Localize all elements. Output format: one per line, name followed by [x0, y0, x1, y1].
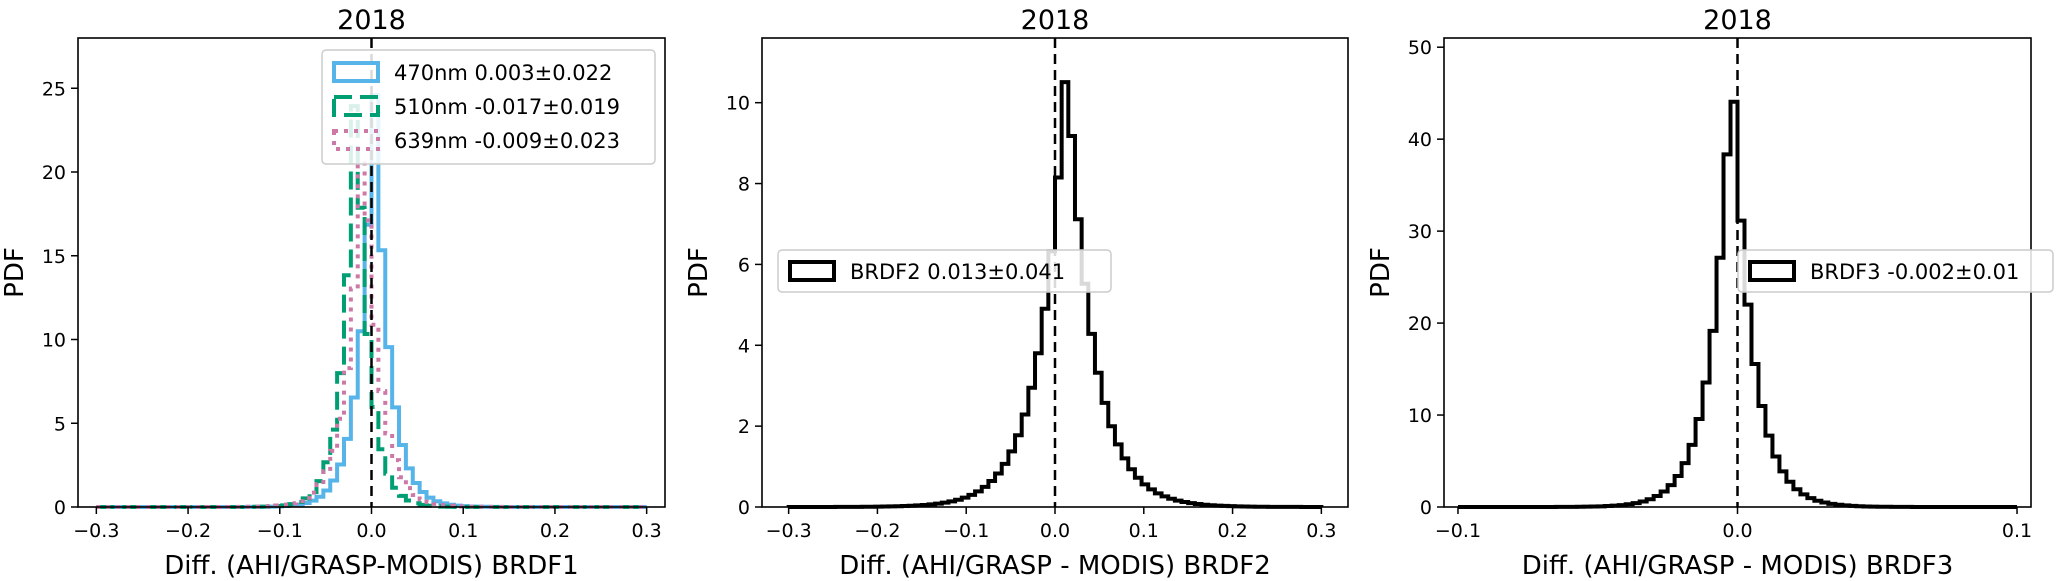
- legend-handle: [332, 129, 380, 151]
- legend-handle: [1748, 260, 1796, 282]
- legend-label: 510nm -0.017±0.019: [394, 95, 620, 119]
- x-tick-label: −0.2: [165, 520, 211, 542]
- y-tick-label: 20: [1408, 313, 1432, 335]
- x-tick-label: −0.3: [766, 520, 812, 542]
- legend-label: BRDF2 0.013±0.041: [850, 260, 1065, 284]
- y-tick-label: 0: [54, 497, 66, 519]
- chart-panel-2: −0.3 −0.2 −0.1 0.0 0.1 0.2 0.3 0 2 4 6 8 10 2018 Diff.…: [684, 5, 1349, 581]
- y-tick-label: 15: [42, 246, 66, 268]
- y-axis-label: PDF: [1366, 247, 1396, 298]
- x-axis-label: Diff. (AHI/GRASP-MODIS) BRDF1: [164, 551, 578, 581]
- x-tick-label: −0.1: [943, 520, 989, 542]
- x-tick-label: 0.0: [356, 520, 386, 542]
- y-tick-label: 0: [738, 497, 750, 519]
- legend-label: 639nm -0.009±0.023: [394, 129, 620, 153]
- y-axis-label: PDF: [684, 247, 714, 298]
- y-tick-label: 2: [738, 416, 750, 438]
- legend-handle: [332, 61, 380, 83]
- legend-handle: [332, 95, 380, 117]
- y-tick-label: 20: [42, 162, 66, 184]
- y-tick-label: 4: [738, 335, 750, 357]
- legend-label: 470nm 0.003±0.022: [394, 61, 612, 85]
- x-tick-label: 0.1: [448, 520, 478, 542]
- x-tick-label: −0.3: [73, 520, 119, 542]
- chart-title: 2018: [1703, 5, 1772, 36]
- y-tick-label: 30: [1408, 221, 1432, 243]
- y-tick-label: 8: [738, 174, 750, 196]
- y-tick-label: 40: [1408, 129, 1432, 151]
- y-tick-label: 10: [726, 93, 750, 115]
- y-tick-label: 6: [738, 254, 750, 276]
- x-tick-label: 0.2: [540, 520, 570, 542]
- y-tick-label: 10: [42, 330, 66, 352]
- y-tick-label: 50: [1408, 37, 1432, 59]
- x-axis-label: Diff. (AHI/GRASP - MODIS) BRDF3: [1522, 551, 1954, 581]
- x-axis-label: Diff. (AHI/GRASP - MODIS) BRDF2: [839, 551, 1271, 581]
- legend: BRDF2 0.013±0.041: [777, 249, 1112, 293]
- y-tick-label: 0: [1420, 497, 1432, 519]
- legend-handle: [788, 260, 836, 282]
- y-tick-label: 5: [54, 413, 66, 435]
- legend: BRDF3 -0.002±0.01: [1737, 249, 2054, 293]
- y-axis-label: PDF: [0, 247, 30, 298]
- legend-box: [1737, 249, 2054, 293]
- y-tick-label: 25: [42, 78, 66, 100]
- legend-label: BRDF3 -0.002±0.01: [1810, 260, 2019, 284]
- legend-box: [777, 249, 1112, 293]
- chart-panel-3: −0.1 0.0 0.1 0 10 20 30 40 50 2018 Diff. (AHI/GRAS…: [1366, 5, 2054, 581]
- legend: 470nm 0.003±0.022 510nm -0.017±0.019 639nm…: [321, 49, 656, 165]
- chart-title: 2018: [337, 5, 406, 36]
- chart-panel-1: −0.3 −0.2 −0.1 0.0 0.1 0.2 0.3 0 5 10 15 20 25 2018 Di…: [0, 5, 666, 581]
- x-tick-label: 0.3: [632, 520, 662, 542]
- x-tick-label: −0.2: [854, 520, 900, 542]
- x-tick-label: 0.1: [2002, 520, 2032, 542]
- chart-title: 2018: [1021, 5, 1090, 36]
- x-tick-label: 0.3: [1306, 520, 1336, 542]
- legend-box: [321, 49, 656, 165]
- x-tick-label: 0.0: [1722, 520, 1752, 542]
- y-tick-label: 10: [1408, 405, 1432, 427]
- x-tick-label: 0.1: [1129, 520, 1159, 542]
- x-tick-label: 0.0: [1040, 520, 1070, 542]
- x-tick-label: −0.1: [257, 520, 303, 542]
- x-tick-label: −0.1: [1435, 520, 1481, 542]
- x-tick-label: 0.2: [1217, 520, 1247, 542]
